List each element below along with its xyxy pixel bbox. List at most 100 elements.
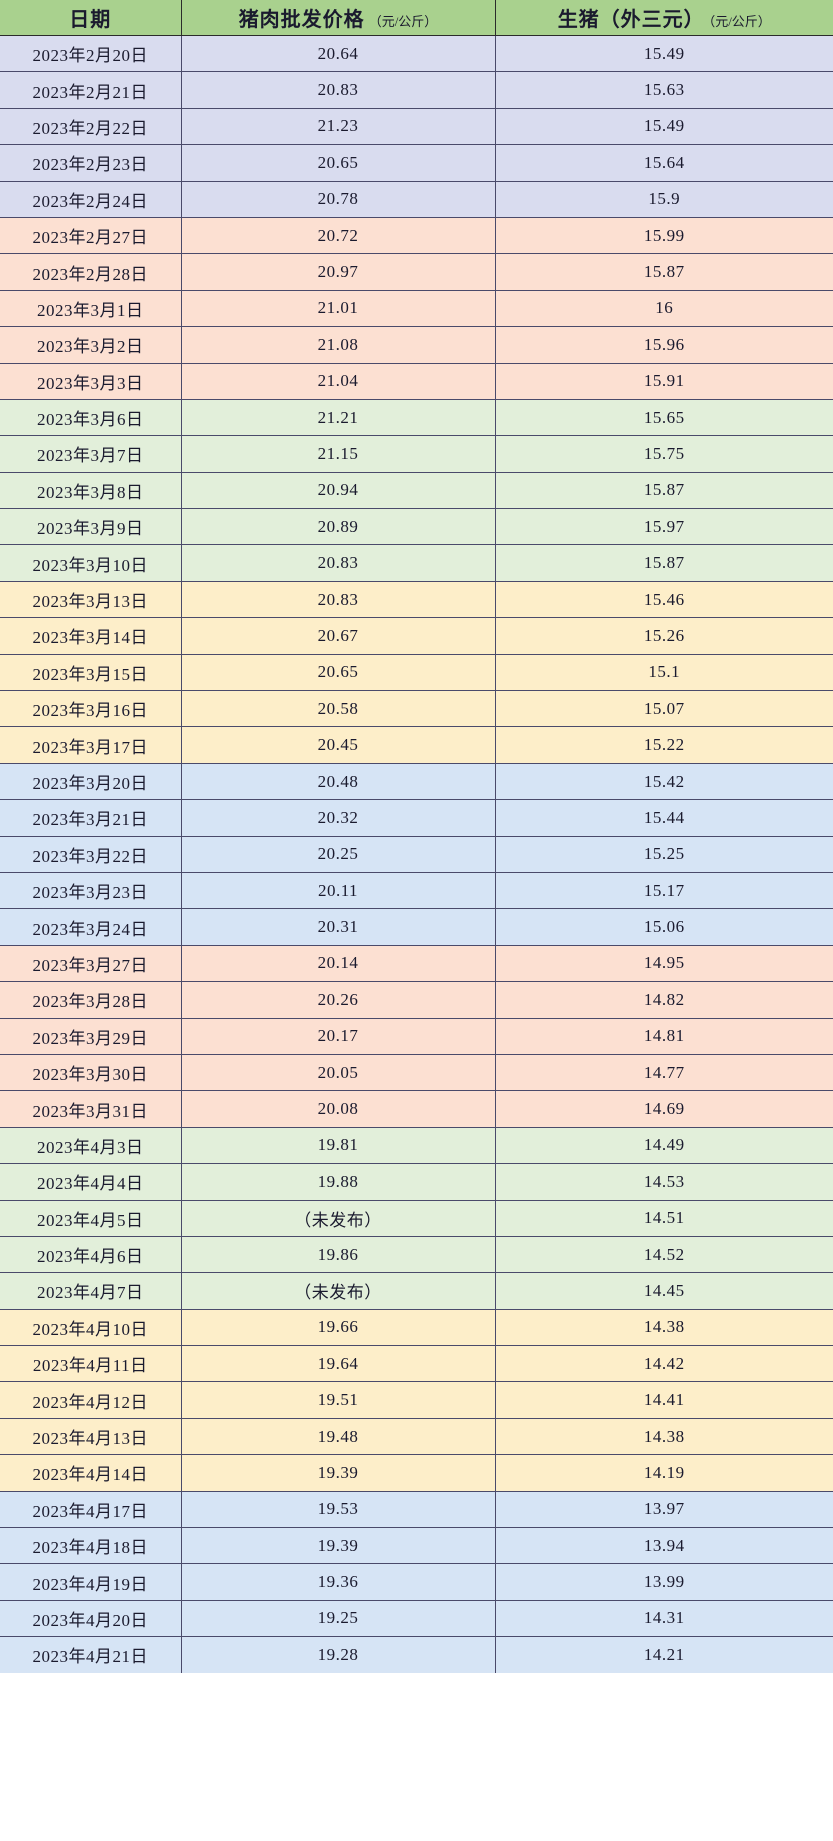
table-row: 2023年4月11日 19.64 14.42 (0, 1345, 833, 1383)
cell-hog-price: 13.97 (494, 1490, 833, 1529)
table-row: 2023年2月24日 20.78 15.9 (0, 180, 833, 218)
cell-hog-price: 14.77 (494, 1053, 833, 1092)
cell-hog-price: 14.52 (494, 1235, 833, 1274)
cell-hog-price: 15.06 (494, 908, 833, 946)
cell-pork-price: （未发布） (180, 1199, 496, 1237)
cell-date: 2023年4月10日 (0, 1308, 182, 1347)
cell-pork-price: 20.31 (180, 908, 496, 946)
column-header-pork-price: 猪肉批发价格 （元/公斤） (180, 0, 496, 36)
cell-date: 2023年3月30日 (0, 1053, 182, 1092)
cell-date: 2023年3月31日 (0, 1090, 182, 1128)
table-row: 2023年3月1日 21.01 16 (0, 289, 833, 328)
cell-hog-price: 14.41 (494, 1381, 833, 1419)
column-header-pork-price-unit: （元/公斤） (368, 14, 438, 29)
table-row: 2023年3月23日 20.11 15.17 (0, 871, 833, 910)
table-row: 2023年2月27日 20.72 15.99 (0, 216, 833, 255)
cell-date: 2023年3月3日 (0, 362, 182, 400)
cell-hog-price: 14.38 (494, 1308, 833, 1347)
table-row: 2023年3月9日 20.89 15.97 (0, 508, 833, 546)
table-row: 2023年3月28日 20.26 14.82 (0, 981, 833, 1019)
cell-hog-price: 15.87 (494, 544, 833, 582)
cell-date: 2023年2月24日 (0, 180, 182, 218)
table-header: 日期 猪肉批发价格 （元/公斤） 生猪（外三元） （元/公斤） (0, 0, 833, 36)
table-row: 2023年2月21日 20.83 15.63 (0, 71, 833, 109)
cell-pork-price: 19.53 (180, 1490, 496, 1529)
table-row: 2023年4月20日 19.25 14.31 (0, 1599, 833, 1638)
table-row: 2023年3月6日 21.21 15.65 (0, 398, 833, 437)
cell-hog-price: 15.25 (494, 835, 833, 873)
table-row: 2023年4月3日 19.81 14.49 (0, 1126, 833, 1165)
cell-hog-price: 15.9 (494, 180, 833, 218)
table-row: 2023年3月10日 20.83 15.87 (0, 544, 833, 582)
cell-hog-price: 14.21 (494, 1636, 833, 1673)
cell-hog-price: 13.99 (494, 1563, 833, 1601)
column-header-hog-price-unit: （元/公斤） (708, 14, 771, 29)
cell-date: 2023年3月9日 (0, 508, 182, 546)
table-row: 2023年3月7日 21.15 15.75 (0, 435, 833, 473)
table-row: 2023年3月16日 20.58 15.07 (0, 690, 833, 728)
table-row: 2023年3月14日 20.67 15.26 (0, 617, 833, 655)
table-row: 2023年3月17日 20.45 15.22 (0, 726, 833, 764)
column-header-hog-price: 生猪（外三元） （元/公斤） (494, 0, 833, 36)
cell-date: 2023年4月13日 (0, 1417, 182, 1456)
cell-date: 2023年2月22日 (0, 107, 182, 146)
cell-hog-price: 15.22 (494, 726, 833, 764)
cell-hog-price: 15.65 (494, 398, 833, 437)
table-row: 2023年4月12日 19.51 14.41 (0, 1381, 833, 1419)
cell-pork-price: 19.64 (180, 1345, 496, 1383)
cell-pork-price: 20.83 (180, 580, 496, 619)
cell-hog-price: 16 (494, 289, 833, 328)
cell-hog-price: 14.49 (494, 1126, 833, 1165)
cell-date: 2023年3月28日 (0, 981, 182, 1019)
cell-date: 2023年3月24日 (0, 908, 182, 946)
table-row: 2023年4月18日 19.39 13.94 (0, 1527, 833, 1565)
cell-hog-price: 15.96 (494, 326, 833, 364)
cell-hog-price: 14.19 (494, 1454, 833, 1492)
cell-date: 2023年4月17日 (0, 1490, 182, 1529)
cell-pork-price: 21.01 (180, 289, 496, 328)
cell-hog-price: 14.69 (494, 1090, 833, 1128)
table-row: 2023年3月27日 20.14 14.95 (0, 944, 833, 983)
table-row: 2023年3月15日 20.65 15.1 (0, 653, 833, 692)
table-row: 2023年2月23日 20.65 15.64 (0, 144, 833, 182)
table-row: 2023年4月10日 19.66 14.38 (0, 1308, 833, 1347)
table-row: 2023年2月20日 20.64 15.49 (0, 34, 833, 73)
table-row: 2023年2月28日 20.97 15.87 (0, 253, 833, 291)
cell-hog-price: 15.42 (494, 762, 833, 801)
cell-hog-price: 15.44 (494, 799, 833, 837)
table-body: 2023年2月20日 20.64 15.49 2023年2月21日 20.83 15.63… (0, 34, 833, 1673)
cell-pork-price: 20.32 (180, 799, 496, 837)
cell-pork-price: 20.83 (180, 544, 496, 582)
cell-hog-price: 15.63 (494, 71, 833, 109)
cell-date: 2023年3月2日 (0, 326, 182, 364)
table-row: 2023年4月19日 19.36 13.99 (0, 1563, 833, 1601)
cell-hog-price: 15.75 (494, 435, 833, 473)
cell-date: 2023年3月21日 (0, 799, 182, 837)
cell-pork-price: 19.51 (180, 1381, 496, 1419)
cell-date: 2023年3月23日 (0, 871, 182, 910)
table-row: 2023年3月22日 20.25 15.25 (0, 835, 833, 873)
cell-hog-price: 15.49 (494, 107, 833, 146)
cell-pork-price: 20.17 (180, 1017, 496, 1055)
cell-date: 2023年2月23日 (0, 144, 182, 182)
table-row: 2023年4月17日 19.53 13.97 (0, 1490, 833, 1529)
cell-pork-price: 20.48 (180, 762, 496, 801)
cell-pork-price: 20.26 (180, 981, 496, 1019)
cell-hog-price: 15.64 (494, 144, 833, 182)
table-row: 2023年4月13日 19.48 14.38 (0, 1417, 833, 1456)
cell-pork-price: 20.65 (180, 144, 496, 182)
cell-pork-price: 21.04 (180, 362, 496, 400)
cell-date: 2023年4月14日 (0, 1454, 182, 1492)
table-row: 2023年3月24日 20.31 15.06 (0, 908, 833, 946)
cell-date: 2023年3月1日 (0, 289, 182, 328)
cell-pork-price: 20.83 (180, 71, 496, 109)
cell-pork-price: 21.21 (180, 398, 496, 437)
table-row: 2023年2月22日 21.23 15.49 (0, 107, 833, 146)
cell-pork-price: 20.67 (180, 617, 496, 655)
table-row: 2023年4月6日 19.86 14.52 (0, 1235, 833, 1274)
cell-pork-price: 20.64 (180, 34, 496, 73)
cell-date: 2023年4月11日 (0, 1345, 182, 1383)
table-row: 2023年4月14日 19.39 14.19 (0, 1454, 833, 1492)
cell-pork-price: 20.25 (180, 835, 496, 873)
pork-price-table: 日期 猪肉批发价格 （元/公斤） 生猪（外三元） （元/公斤） 2023年2月20日… (0, 0, 833, 1673)
